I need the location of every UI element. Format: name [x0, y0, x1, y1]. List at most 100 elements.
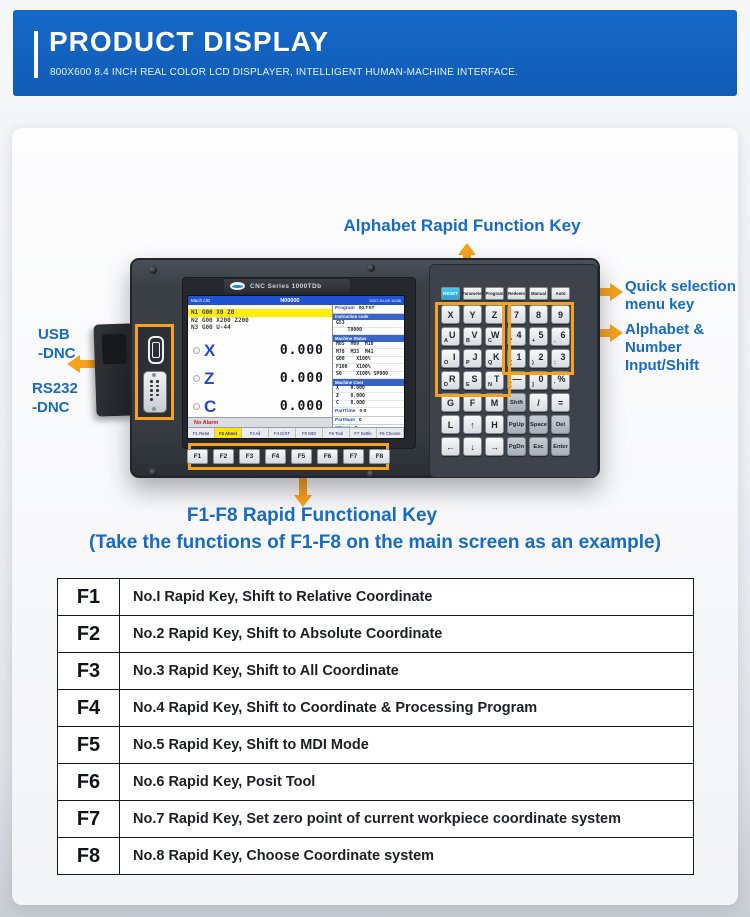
- key-sub-label: D: [444, 381, 448, 388]
- table-fkey-cell: F6: [57, 763, 120, 801]
- fkey-f6[interactable]: F6: [317, 449, 338, 464]
- fkey-f1[interactable]: F1: [187, 449, 208, 464]
- key-row: X Y Z 7 8 9: [441, 305, 570, 324]
- key-equals[interactable]: =: [551, 393, 570, 412]
- key-space[interactable]: Space: [529, 415, 548, 434]
- key-parameter[interactable]: Parameter: [462, 287, 483, 300]
- key-arrow-up[interactable]: ↑: [463, 415, 482, 434]
- key-sub-label: B: [466, 337, 470, 344]
- screen-tab[interactable]: F3 All: [242, 428, 269, 438]
- program-lines: N1 G00 X0 Z0 N2 G00 X200 Z200 N3 G00 U-44: [188, 309, 332, 332]
- key-reset[interactable]: RESET: [441, 287, 460, 300]
- key-pgdn[interactable]: PgDn: [507, 437, 526, 456]
- fkey-f2[interactable]: F2: [213, 449, 234, 464]
- key-l[interactable]: L: [441, 415, 460, 434]
- panel-kv-row: PartTime 0 0: [333, 408, 404, 417]
- table-row: F1 No.I Rapid Key, Shift to Relative Coor…: [57, 578, 694, 616]
- fkey-table-body: F1 No.I Rapid Key, Shift to Relative Coor…: [57, 578, 694, 875]
- table-row: F5 No.5 Rapid Key, Shift to MDI Mode: [57, 726, 694, 764]
- panel-row: X 0.000: [333, 386, 404, 393]
- key-redeem[interactable]: Redeem: [507, 287, 526, 300]
- key-sub-label: ): [532, 359, 534, 366]
- key-m[interactable]: M: [485, 393, 504, 412]
- screen-tab[interactable]: F8 Choose: [377, 428, 404, 438]
- key-z[interactable]: Z: [485, 305, 504, 324]
- fkey-f4[interactable]: F4: [265, 449, 286, 464]
- table-row: F3 No.3 Rapid Key, Shift to All Coordinat…: [57, 652, 694, 690]
- key-percent[interactable]: '%: [551, 371, 570, 390]
- key-h[interactable]: H: [485, 415, 504, 434]
- key-label: S: [471, 373, 478, 384]
- key-slash[interactable]: /: [529, 393, 548, 412]
- key-label: /: [537, 397, 540, 408]
- key-6[interactable]: .6: [551, 327, 570, 346]
- screen-tab[interactable]: F2 Absol: [215, 428, 242, 438]
- key-arrow-left[interactable]: ←: [441, 437, 460, 456]
- screen-tab[interactable]: F4 G/ST: [269, 428, 296, 438]
- key-shift[interactable]: Shift: [507, 393, 526, 412]
- key-row: O I P J Q K(1) 2:3: [441, 349, 570, 368]
- key-auto[interactable]: Auto: [551, 287, 570, 300]
- key-4[interactable]: * 4: [507, 327, 526, 346]
- key-arrow-right[interactable]: →: [485, 437, 504, 456]
- program-line: N2 G00 X200 Z200: [191, 316, 249, 324]
- table-desc-cell: No.5 Rapid Key, Shift to MDI Mode: [119, 726, 694, 764]
- key-label: Enter: [553, 443, 568, 450]
- key-label: Manual: [530, 291, 547, 296]
- key-1[interactable]: (1: [507, 349, 526, 368]
- key-label: F: [469, 397, 476, 408]
- panel-row: M05 M09 M10: [333, 342, 404, 349]
- callout-usb-dnc: USB -DNC: [38, 326, 76, 362]
- key-8[interactable]: 8: [529, 305, 548, 324]
- key-f[interactable]: F: [463, 393, 482, 412]
- key-3[interactable]: :3: [551, 349, 570, 368]
- key-label: 1: [516, 351, 522, 362]
- key-x[interactable]: X: [441, 305, 460, 324]
- key-manual[interactable]: Manual: [529, 287, 548, 300]
- key-del[interactable]: Del: [551, 415, 570, 434]
- key-program[interactable]: Program: [485, 287, 504, 300]
- table-fkey-cell: F2: [57, 615, 120, 653]
- screen-tab[interactable]: F1 Relat: [188, 428, 215, 438]
- table-fkey-cell: F1: [57, 578, 120, 616]
- key-label: ↓: [470, 441, 475, 452]
- key-label: →: [490, 441, 499, 452]
- key-row: A U B V C W * 4 +5. 6: [441, 327, 570, 346]
- key-g[interactable]: G: [441, 393, 460, 412]
- panel-row: M78 M33 M41: [333, 349, 404, 357]
- key-esc[interactable]: Esc: [529, 437, 548, 456]
- key-minus[interactable]: [—: [507, 371, 526, 390]
- screen-tab[interactable]: F7 Settle: [350, 428, 377, 438]
- fkey-f8[interactable]: F8: [369, 449, 390, 464]
- table-fkey-cell: F8: [57, 837, 120, 875]
- key-7[interactable]: 7: [507, 305, 526, 324]
- device-stage: Alphabet Rapid Function Key Quick select…: [12, 128, 738, 520]
- key-label: W: [491, 329, 500, 340]
- key-y[interactable]: Y: [463, 305, 482, 324]
- key-enter[interactable]: Enter: [551, 437, 570, 456]
- key-0[interactable]: ] 0: [529, 371, 548, 390]
- fkey-f7[interactable]: F7: [343, 449, 364, 464]
- table-fkey-cell: F7: [57, 800, 120, 838]
- screw-icon: [367, 264, 375, 272]
- key-arrow-down[interactable]: ↓: [463, 437, 482, 456]
- screen-tab[interactable]: F5 MDI: [296, 428, 323, 438]
- screen-tab[interactable]: F6 Tool: [323, 428, 350, 438]
- key-9[interactable]: 9: [551, 305, 570, 324]
- f1f8-caption-title: F1-F8 Rapid Functional Key: [186, 505, 438, 526]
- key-2[interactable]: ) 2: [529, 349, 548, 368]
- axis-label: C: [204, 396, 217, 416]
- fkey-f3[interactable]: F3: [239, 449, 260, 464]
- fkey-f5[interactable]: F5: [291, 449, 312, 464]
- key-pgup[interactable]: PgUp: [507, 415, 526, 434]
- key-5[interactable]: +5: [529, 327, 548, 346]
